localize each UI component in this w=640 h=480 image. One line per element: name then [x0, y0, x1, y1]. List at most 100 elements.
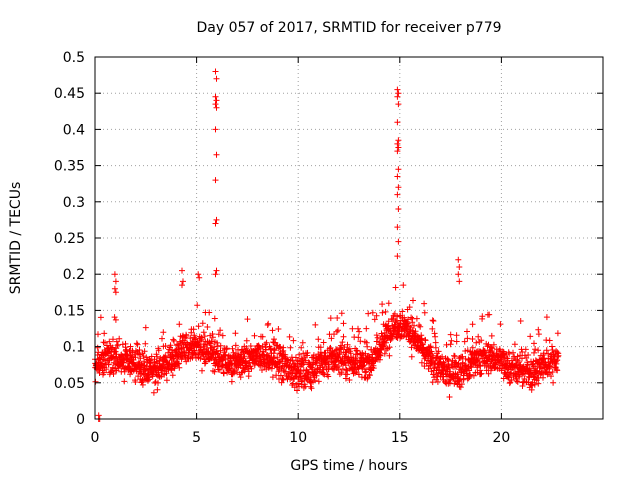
axis-ticks	[94, 56, 603, 420]
data-point	[339, 366, 346, 372]
data-point	[513, 378, 520, 384]
data-point	[451, 352, 457, 359]
data-point	[211, 343, 218, 350]
data-point	[223, 345, 230, 352]
data-point	[212, 93, 219, 100]
data-point	[364, 343, 371, 350]
data-point	[435, 348, 442, 355]
data-point	[549, 343, 555, 350]
data-point	[199, 320, 206, 327]
data-point	[447, 331, 454, 338]
data-point	[208, 338, 215, 345]
data-point	[394, 224, 401, 231]
data-point	[198, 334, 205, 341]
data-point	[538, 365, 545, 372]
data-point	[183, 333, 190, 339]
data-point	[320, 339, 327, 346]
data-point	[259, 367, 265, 373]
data-point	[514, 378, 521, 385]
data-point	[535, 347, 542, 354]
data-point	[199, 367, 205, 374]
data-point	[531, 381, 538, 388]
data-point	[489, 345, 496, 352]
data-point	[146, 376, 153, 383]
tick-labels: 0 0.05 0.1 0.15 0.2 0.25 0.3 0.35 0.4 0.45 0.5 0 5 10…	[54, 50, 510, 446]
data-point	[550, 379, 557, 386]
data-point	[485, 370, 492, 377]
data-point	[516, 359, 522, 365]
data-point	[363, 368, 370, 375]
data-point	[275, 326, 282, 332]
data-point	[338, 345, 345, 352]
data-point	[469, 336, 476, 342]
data-point	[320, 366, 327, 373]
data-point	[335, 327, 341, 334]
data-point	[395, 137, 402, 144]
data-point	[456, 278, 463, 285]
data-point	[95, 331, 101, 338]
data-point	[127, 371, 134, 378]
x-tick-label: 0	[91, 430, 100, 446]
data-point	[473, 339, 480, 346]
data-point	[338, 369, 345, 376]
data-point	[183, 358, 190, 365]
data-point	[215, 331, 222, 338]
data-point	[228, 378, 235, 385]
data-point	[392, 284, 399, 291]
data-point	[211, 368, 218, 375]
data-point	[429, 379, 436, 386]
data-point	[475, 333, 482, 340]
data-point	[196, 274, 203, 281]
data-point	[371, 316, 378, 323]
data-point	[317, 349, 324, 356]
data-point	[432, 333, 439, 340]
data-point	[434, 373, 441, 380]
data-point	[428, 348, 435, 355]
data-point	[147, 360, 154, 367]
data-point	[355, 325, 361, 332]
data-point	[248, 365, 255, 372]
data-point	[121, 368, 128, 375]
data-point	[408, 353, 415, 360]
data-point	[511, 341, 518, 348]
data-point	[446, 394, 453, 400]
data-point	[363, 325, 370, 332]
data-point	[179, 267, 185, 274]
data-point	[448, 337, 455, 344]
data-point	[394, 319, 401, 326]
data-point	[354, 351, 361, 358]
data-point	[395, 144, 402, 151]
data-point	[218, 363, 225, 370]
y-tick-label: 0.4	[63, 122, 85, 138]
data-point	[490, 341, 497, 348]
data-point	[247, 343, 254, 349]
data-point	[386, 352, 393, 359]
data-point	[308, 385, 315, 392]
data-point	[169, 372, 176, 379]
data-point	[453, 338, 460, 345]
data-point	[121, 378, 128, 385]
data-point	[549, 369, 556, 375]
data-point	[298, 344, 305, 351]
data-point	[312, 370, 319, 377]
data-point	[232, 330, 239, 337]
data-point	[394, 86, 401, 93]
data-point	[365, 310, 372, 317]
data-point	[339, 339, 346, 346]
data-point	[212, 68, 219, 75]
data-point	[461, 338, 468, 345]
data-point	[506, 380, 513, 387]
data-point	[132, 354, 139, 361]
data-point	[510, 349, 516, 356]
data-point	[355, 334, 362, 341]
data-point	[286, 333, 293, 340]
data-point	[251, 332, 258, 339]
data-point	[209, 334, 216, 341]
data-point	[486, 311, 493, 318]
data-point	[292, 354, 299, 361]
data-point	[427, 363, 434, 369]
data-point	[355, 371, 362, 378]
y-tick-label: 0.1	[63, 340, 85, 356]
data-point	[385, 300, 392, 307]
